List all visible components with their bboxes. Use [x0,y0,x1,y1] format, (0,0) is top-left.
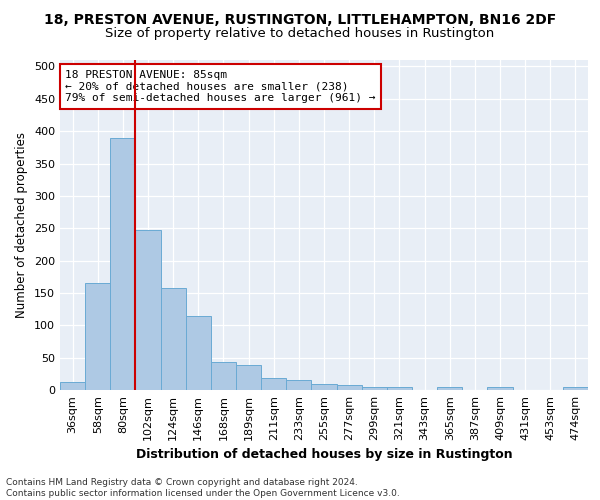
Bar [387,388,412,390]
Bar [136,230,161,390]
Bar [362,387,387,390]
Bar [286,380,311,390]
Bar [211,362,236,390]
Bar [85,283,110,390]
Text: Contains HM Land Registry data © Crown copyright and database right 2024.
Contai: Contains HM Land Registry data © Crown c… [6,478,400,498]
Bar [236,365,261,390]
Y-axis label: Number of detached properties: Number of detached properties [16,132,28,318]
Bar [563,388,588,390]
Bar [487,388,512,390]
Text: 18 PRESTON AVENUE: 85sqm
← 20% of detached houses are smaller (238)
79% of semi-: 18 PRESTON AVENUE: 85sqm ← 20% of detach… [65,70,376,103]
Bar [110,138,136,390]
Bar [186,316,211,390]
Text: Size of property relative to detached houses in Rustington: Size of property relative to detached ho… [106,28,494,40]
X-axis label: Distribution of detached houses by size in Rustington: Distribution of detached houses by size … [136,448,512,462]
Text: 18, PRESTON AVENUE, RUSTINGTON, LITTLEHAMPTON, BN16 2DF: 18, PRESTON AVENUE, RUSTINGTON, LITTLEHA… [44,12,556,26]
Bar [161,288,186,390]
Bar [261,378,286,390]
Bar [337,386,362,390]
Bar [60,382,85,390]
Bar [311,384,337,390]
Bar [437,387,462,390]
